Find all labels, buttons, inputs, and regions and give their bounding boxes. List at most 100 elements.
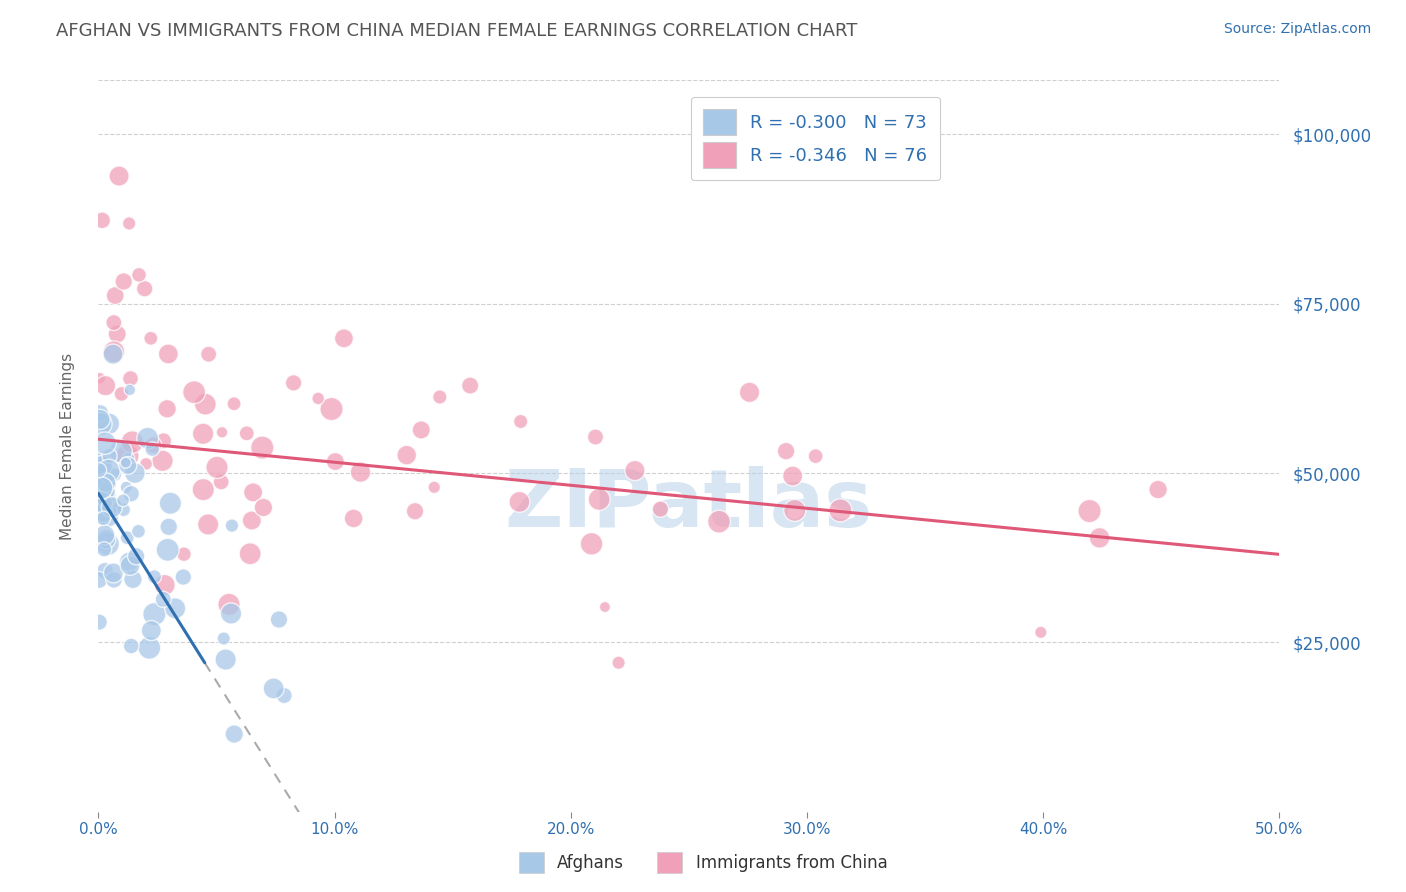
Point — [172, 570, 194, 584]
Point — [89, 615, 111, 629]
Point — [120, 371, 142, 385]
Point — [104, 288, 127, 302]
Point — [91, 213, 114, 227]
Point — [108, 169, 131, 183]
Point — [429, 390, 451, 404]
Point — [323, 454, 346, 468]
Point — [585, 430, 607, 444]
Text: AFGHAN VS IMMIGRANTS FROM CHINA MEDIAN FEMALE EARNINGS CORRELATION CHART: AFGHAN VS IMMIGRANTS FROM CHINA MEDIAN F… — [56, 22, 858, 40]
Point — [135, 457, 157, 471]
Point — [94, 436, 117, 450]
Point — [134, 282, 156, 296]
Point — [239, 547, 262, 561]
Point — [91, 505, 114, 519]
Point — [212, 632, 235, 646]
Legend: Afghans, Immigrants from China: Afghans, Immigrants from China — [512, 846, 894, 880]
Point — [509, 415, 531, 429]
Point — [404, 504, 426, 518]
Point — [118, 383, 141, 397]
Point — [165, 601, 187, 615]
Point — [112, 493, 135, 508]
Point — [624, 463, 647, 477]
Point — [252, 441, 274, 455]
Point — [103, 566, 125, 580]
Point — [650, 502, 672, 516]
Point — [219, 607, 242, 621]
Point — [120, 639, 142, 653]
Point — [593, 600, 616, 615]
Point — [90, 417, 112, 431]
Point — [273, 689, 295, 703]
Point — [94, 378, 117, 392]
Point — [156, 401, 179, 416]
Legend: R = -0.300   N = 73, R = -0.346   N = 76: R = -0.300 N = 73, R = -0.346 N = 76 — [690, 96, 939, 180]
Point — [97, 464, 120, 478]
Point — [738, 385, 761, 400]
Point — [90, 500, 112, 515]
Point — [321, 402, 343, 417]
Point — [90, 458, 112, 473]
Point — [118, 555, 141, 569]
Point — [138, 640, 160, 655]
Point — [112, 275, 135, 289]
Point — [98, 449, 121, 463]
Point — [93, 542, 115, 557]
Point — [94, 533, 117, 547]
Point — [1078, 504, 1101, 518]
Point — [395, 448, 418, 462]
Point — [588, 492, 610, 507]
Point — [191, 426, 214, 441]
Point — [1088, 531, 1111, 545]
Point — [783, 503, 806, 517]
Point — [104, 500, 127, 514]
Point — [205, 460, 228, 475]
Point — [157, 347, 180, 361]
Point — [87, 463, 110, 477]
Point — [103, 344, 125, 359]
Point — [104, 467, 127, 482]
Point — [97, 537, 120, 551]
Point — [222, 397, 245, 411]
Point — [97, 509, 120, 524]
Point — [94, 489, 117, 503]
Point — [156, 542, 179, 557]
Point — [141, 624, 163, 638]
Point — [197, 347, 219, 361]
Point — [242, 485, 264, 500]
Point — [235, 426, 257, 441]
Point — [143, 607, 166, 622]
Point — [94, 491, 117, 506]
Text: Source: ZipAtlas.com: Source: ZipAtlas.com — [1223, 22, 1371, 37]
Point — [173, 547, 195, 561]
Point — [142, 438, 165, 452]
Point — [93, 511, 115, 525]
Point — [152, 454, 174, 468]
Point — [283, 376, 305, 390]
Point — [115, 480, 138, 494]
Point — [117, 451, 139, 466]
Point — [224, 727, 246, 741]
Point — [333, 331, 356, 345]
Point — [90, 495, 112, 509]
Point — [830, 503, 852, 517]
Point — [96, 484, 118, 499]
Point — [118, 216, 141, 230]
Point — [194, 397, 217, 411]
Point — [89, 371, 111, 385]
Point — [343, 511, 366, 525]
Y-axis label: Median Female Earnings: Median Female Earnings — [60, 352, 75, 540]
Point — [143, 570, 166, 584]
Point — [209, 475, 232, 489]
Point — [112, 503, 135, 517]
Point — [89, 573, 111, 587]
Point — [152, 592, 174, 607]
Point — [117, 458, 139, 473]
Point — [267, 613, 290, 627]
Point — [121, 435, 143, 450]
Point — [105, 327, 128, 342]
Point — [101, 498, 124, 512]
Point — [89, 406, 111, 420]
Point — [136, 431, 159, 445]
Point — [411, 423, 433, 437]
Point — [508, 495, 530, 509]
